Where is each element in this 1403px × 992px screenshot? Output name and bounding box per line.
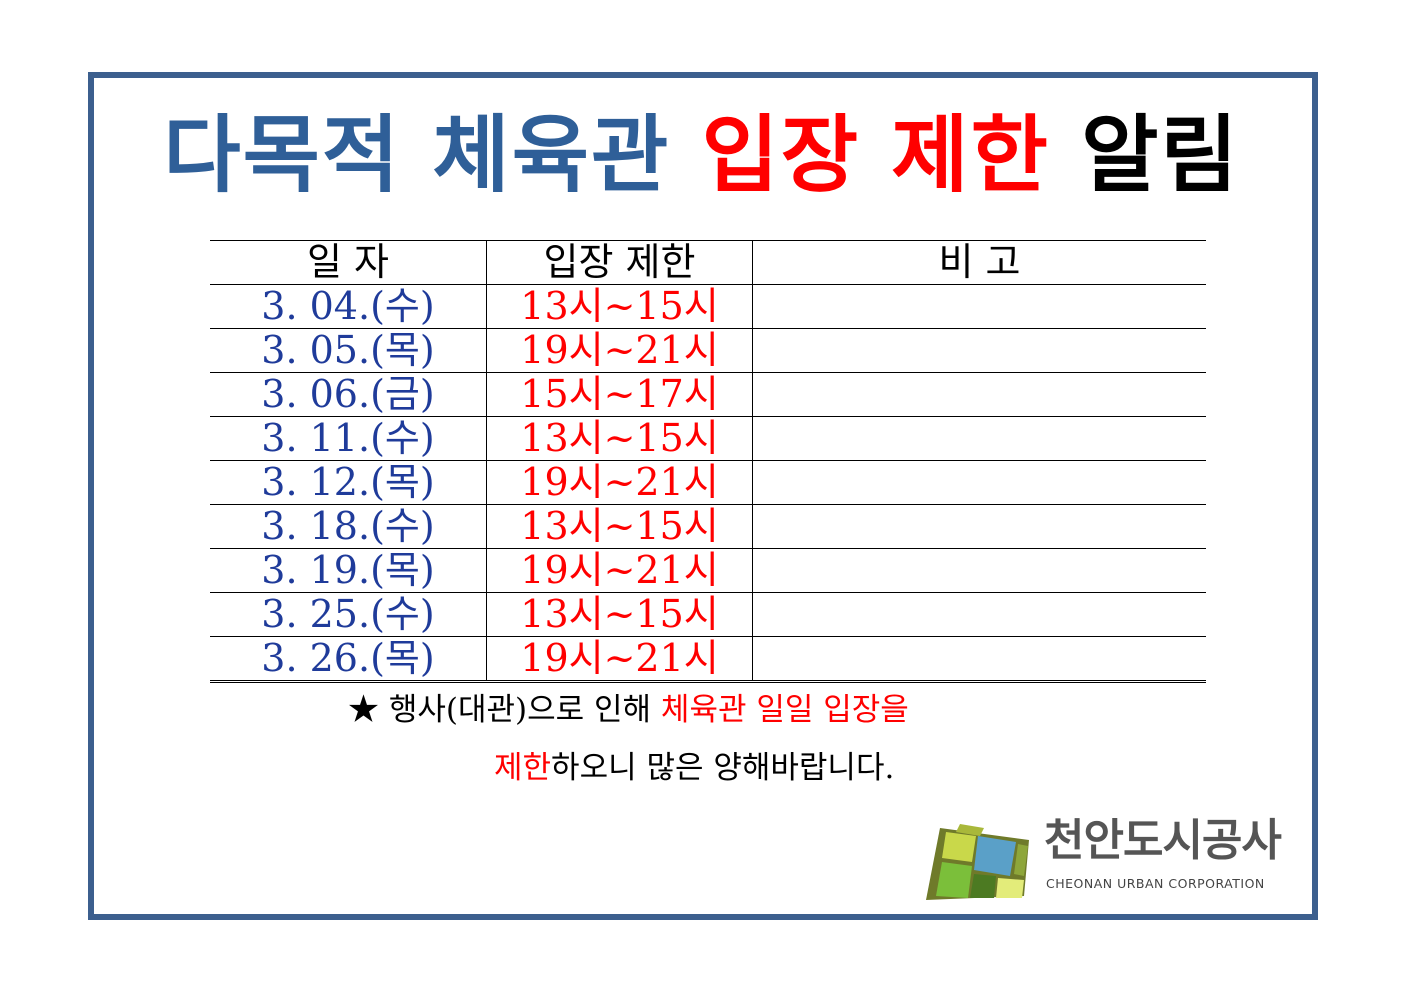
notice-text: 하오니 많은 양해바랍니다. — [551, 750, 895, 786]
table-row: 3. 05.(목) 19시~21시 — [210, 328, 1206, 373]
table-row: 3. 25.(수) 13시~15시 — [210, 592, 1206, 637]
title-part-facility: 다목적 체육관 — [163, 106, 702, 204]
remarks-cell — [752, 284, 1206, 329]
restriction-time-cell: 13시~15시 — [486, 416, 753, 461]
date-cell: 3. 26.(목) — [210, 636, 487, 683]
restriction-time-cell: 13시~15시 — [486, 592, 753, 637]
remarks-cell — [752, 504, 1206, 549]
logo-name: 천안도시공사 — [1044, 815, 1282, 866]
restriction-time-cell: 15시~17시 — [486, 372, 753, 417]
page-border — [88, 72, 1318, 920]
restriction-time-cell: 19시~21시 — [486, 548, 753, 593]
restriction-time-cell: 19시~21시 — [486, 328, 753, 373]
date-cell: 3. 04.(수) — [210, 284, 487, 329]
date-cell: 3. 18.(수) — [210, 504, 487, 549]
restriction-time-cell: 13시~15시 — [486, 284, 753, 329]
date-cell: 3. 25.(수) — [210, 592, 487, 637]
date-cell: 3. 11.(수) — [210, 416, 487, 461]
remarks-cell — [752, 636, 1206, 683]
table-header-row: 일 자 입장 제한 비 고 — [210, 240, 1206, 285]
remarks-cell — [752, 592, 1206, 637]
notice-text: ★ 행사(대관)으로 인해 — [348, 692, 661, 728]
notice-highlight: 제한 — [494, 750, 552, 786]
cheonan-urban-corporation-logo: 천안도시공사 CHEONAN URBAN CORPORATION — [924, 814, 1304, 904]
table-row: 3. 19.(목) 19시~21시 — [210, 548, 1206, 593]
header-remarks: 비 고 — [752, 240, 1206, 285]
notice-highlight: 체육관 일일 입장을 — [660, 692, 909, 728]
table-row: 3. 11.(수) 13시~15시 — [210, 416, 1206, 461]
table-row: 3. 06.(금) 15시~17시 — [210, 372, 1206, 417]
notice-line-1: ★ 행사(대관)으로 인해 체육관 일일 입장을 — [348, 690, 909, 730]
remarks-cell — [752, 328, 1206, 373]
table-row: 3. 26.(목) 19시~21시 — [210, 636, 1206, 683]
remarks-cell — [752, 416, 1206, 461]
date-cell: 3. 19.(목) — [210, 548, 487, 593]
header-date: 일 자 — [210, 240, 487, 285]
restriction-time-cell: 13시~15시 — [486, 504, 753, 549]
notice-line-2: 제한하오니 많은 양해바랍니다. — [494, 748, 894, 788]
logo-subtitle: CHEONAN URBAN CORPORATION — [1046, 876, 1265, 891]
restriction-time-cell: 19시~21시 — [486, 460, 753, 505]
table-row: 3. 12.(목) 19시~21시 — [210, 460, 1206, 505]
table-row: 3. 18.(수) 13시~15시 — [210, 504, 1206, 549]
schedule-table: 일 자 입장 제한 비 고 3. 04.(수) 13시~15시 3. 05.(목) 1… — [210, 240, 1206, 683]
date-cell: 3. 06.(금) — [210, 372, 487, 417]
title-part-notice: 알림 — [1081, 106, 1240, 204]
remarks-cell — [752, 548, 1206, 593]
title-part-restriction: 입장 제한 — [701, 106, 1082, 204]
restriction-time-cell: 19시~21시 — [486, 636, 753, 683]
remarks-cell — [752, 372, 1206, 417]
remarks-cell — [752, 460, 1206, 505]
page-title: 다목적 체육관 입장 제한 알림 — [0, 105, 1403, 205]
date-cell: 3. 12.(목) — [210, 460, 487, 505]
date-cell: 3. 05.(목) — [210, 328, 487, 373]
table-row: 3. 04.(수) 13시~15시 — [210, 284, 1206, 329]
header-restriction: 입장 제한 — [486, 240, 753, 285]
logo-mark-icon — [926, 824, 1029, 900]
